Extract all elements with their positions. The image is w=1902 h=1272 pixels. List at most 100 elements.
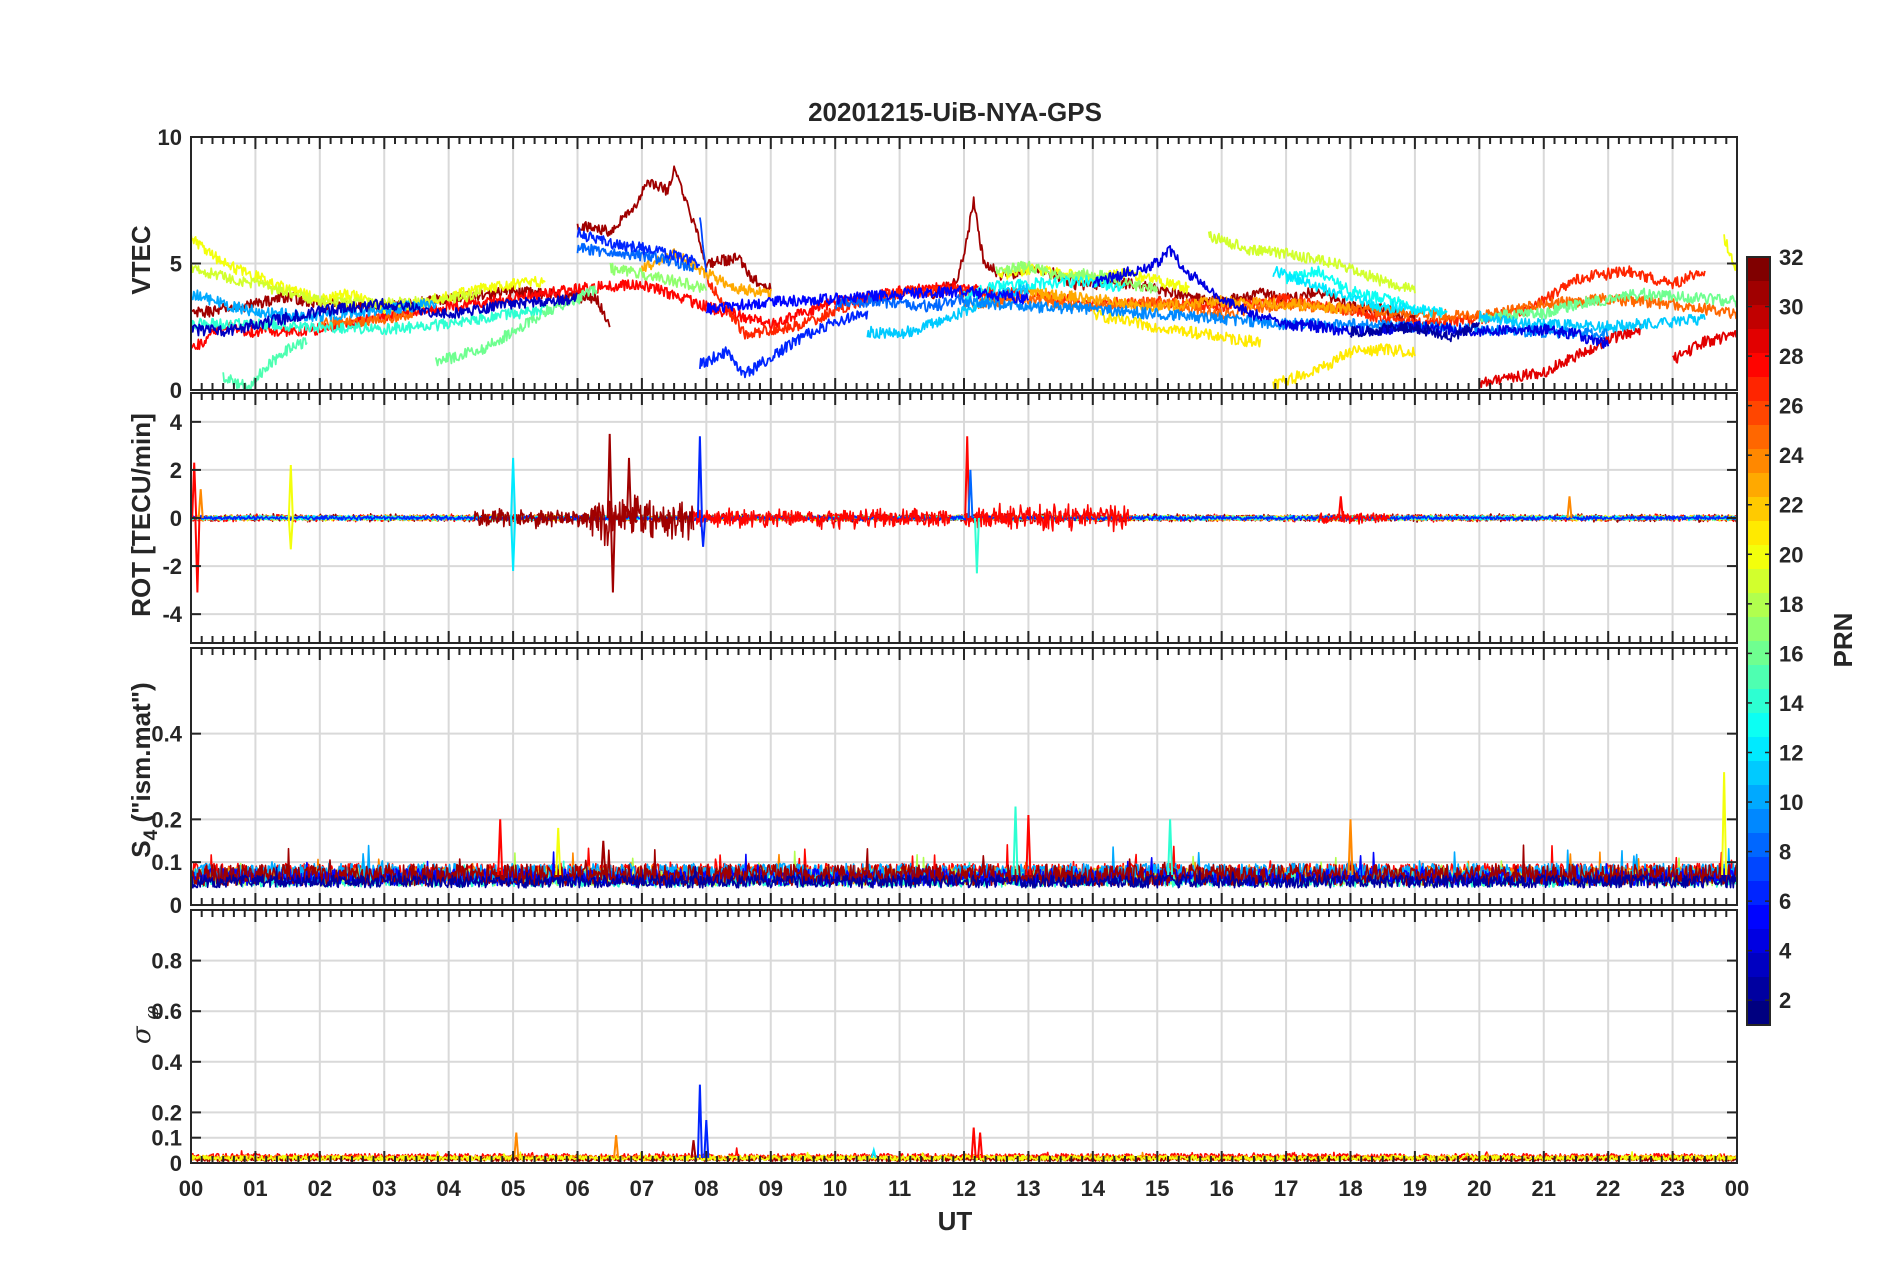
colorbar-segment [1747,377,1770,402]
x-tick-label: 16 [1209,1176,1233,1201]
colorbar-segment [1747,881,1770,906]
vtec-track-prn-19 [1207,231,1416,294]
panel-rot-spike-prn-12 [510,517,517,571]
colorbar-segment [1747,401,1770,426]
x-tick-label: 17 [1274,1176,1298,1201]
vtec-track-prn-20 [1723,234,1737,271]
x-tick-label: 08 [694,1176,718,1201]
panel-rot-y-tick-label: -2 [162,554,182,579]
panel-vtec-y-tick-label: 10 [158,125,182,150]
colorbar-tick-label: 20 [1779,542,1803,567]
x-tick-label: 20 [1467,1176,1491,1201]
vtec-track-prn-17 [609,262,708,293]
panel-s4-y-tick-label: 0 [170,893,182,918]
colorbar-segment [1747,953,1770,978]
x-tick-label: 14 [1081,1176,1106,1201]
panel-rot-spike-prn-28 [194,517,201,593]
series-layer [191,165,1737,1162]
vtec-track-prn-16 [1479,287,1737,323]
panel-rot-spike-prn-24 [1566,496,1573,519]
panel-rot-spike-prn-31 [609,517,616,593]
panel-sigma-phi-spike-prn-24 [613,1135,620,1158]
panel-rot-noise-prn-28 [1317,510,1390,525]
x-tick-label: 04 [436,1176,461,1201]
panel-rot-spike-prn-20 [287,465,294,519]
vtec-track-prn-29 [1478,323,1642,389]
x-tick-label: 09 [759,1176,783,1201]
panel-rot-noise-prn-31 [589,494,695,547]
colorbar-segment [1747,641,1770,666]
panel-s4-series-group [191,772,1737,889]
x-tick-label: 05 [501,1176,525,1201]
panel-vtec-y-tick-label: 0 [170,378,182,403]
panel-rot-noise-prn-31 [473,507,592,530]
colorbar-segment [1747,617,1770,642]
x-tick-label: 10 [823,1176,847,1201]
colorbar-tick-label: 10 [1779,790,1803,815]
panel-rot-noise-prn-6 [191,514,1737,522]
panel-sigma-phi-y-tick-label: 0.6 [151,999,182,1024]
panel-rot-noise-prn-12 [191,514,1737,522]
panel-s4-spike-prn-20 [555,827,562,876]
x-tick-label: 13 [1016,1176,1040,1201]
ylabel-s4-rest: ("ism.mat") [126,682,156,829]
x-tick-label: 06 [565,1176,589,1201]
x-tick-label: 00 [179,1176,203,1201]
panel-s4-spike-prn-14 [1167,819,1174,876]
vtec-track-prn-25 [319,306,418,330]
colorbar-segment [1747,545,1770,570]
panel-sigma-phi-spike-prn-28 [970,1127,977,1158]
colorbar-tick-label: 4 [1779,939,1792,964]
panel-s4-spike-prn-31 [600,840,607,876]
x-axis-label: UT [938,1206,973,1236]
chart-title: 20201215-UiB-NYA-GPS [808,97,1102,127]
vtec-track-prn-31 [576,165,772,292]
vtec-track-prn-2 [1349,321,1481,343]
ylabel-rot: ROT [TECU/min] [126,413,156,617]
colorbar-segment [1747,329,1770,354]
colorbar-segment [1747,257,1770,282]
colorbar-segment [1747,689,1770,714]
colorbar-tick-label: 18 [1779,592,1803,617]
panel-rot-y-tick-label: -4 [162,602,182,627]
colorbar-tick-label: 28 [1779,344,1803,369]
colorbar-segment [1747,449,1770,474]
colorbar-tick-label: 22 [1779,493,1803,518]
panel-vtec-x-ticks [190,137,1738,390]
panel-rot-y-tick-label: 0 [170,506,182,531]
panel-rot-noise-prn-28 [692,507,952,530]
panel-s4-y-tick-label: 0.2 [151,807,182,832]
colorbar-tick-label: 26 [1779,394,1803,419]
colorbar-tick-label: 16 [1779,641,1803,666]
colorbar-segment [1747,857,1770,882]
colorbar-segment [1747,593,1770,618]
colorbar-segment [1747,305,1770,330]
vtec-track-prn-6 [699,310,869,379]
x-tick-label: 19 [1403,1176,1427,1201]
colorbar-segment [1747,425,1770,450]
x-tick-label: 07 [630,1176,654,1201]
panel-rot-spike-prn-6 [696,436,703,519]
panel-s4-spike-prn-24 [1347,819,1354,876]
colorbar-segment [1747,785,1770,810]
colorbar-segment [1747,1001,1770,1026]
x-tick-label: 22 [1596,1176,1620,1201]
panel-s4-y-tick-label: 0.4 [151,722,182,747]
panel-sigma-phi-y-tick-label: 0.2 [151,1100,182,1125]
colorbar-segment [1747,665,1770,690]
vtec-track-prn-5 [705,285,1030,315]
x-tick-label: 18 [1338,1176,1362,1201]
panel-vtec-series-group [191,165,1737,390]
panel-s4-spike-prn-28 [497,819,504,876]
colorbar-tick-label: 14 [1779,691,1804,716]
panel-s4-spike-prn-20 [1721,772,1728,876]
panel-rot-y-tick-label: 4 [170,410,183,435]
panel-rot-spike-prn-8 [967,469,974,519]
vtec-track-prn-8 [834,294,965,313]
panel-rot-spike-prn-24 [197,489,204,519]
panel-sigma-phi-spike-prn-31 [690,1140,697,1159]
x-tick-label: 03 [372,1176,396,1201]
panel-rot-noise-prn-28 [963,502,1133,533]
colorbar-label: PRN [1828,613,1858,668]
panel-s4-noise-prn-2 [191,865,1737,889]
